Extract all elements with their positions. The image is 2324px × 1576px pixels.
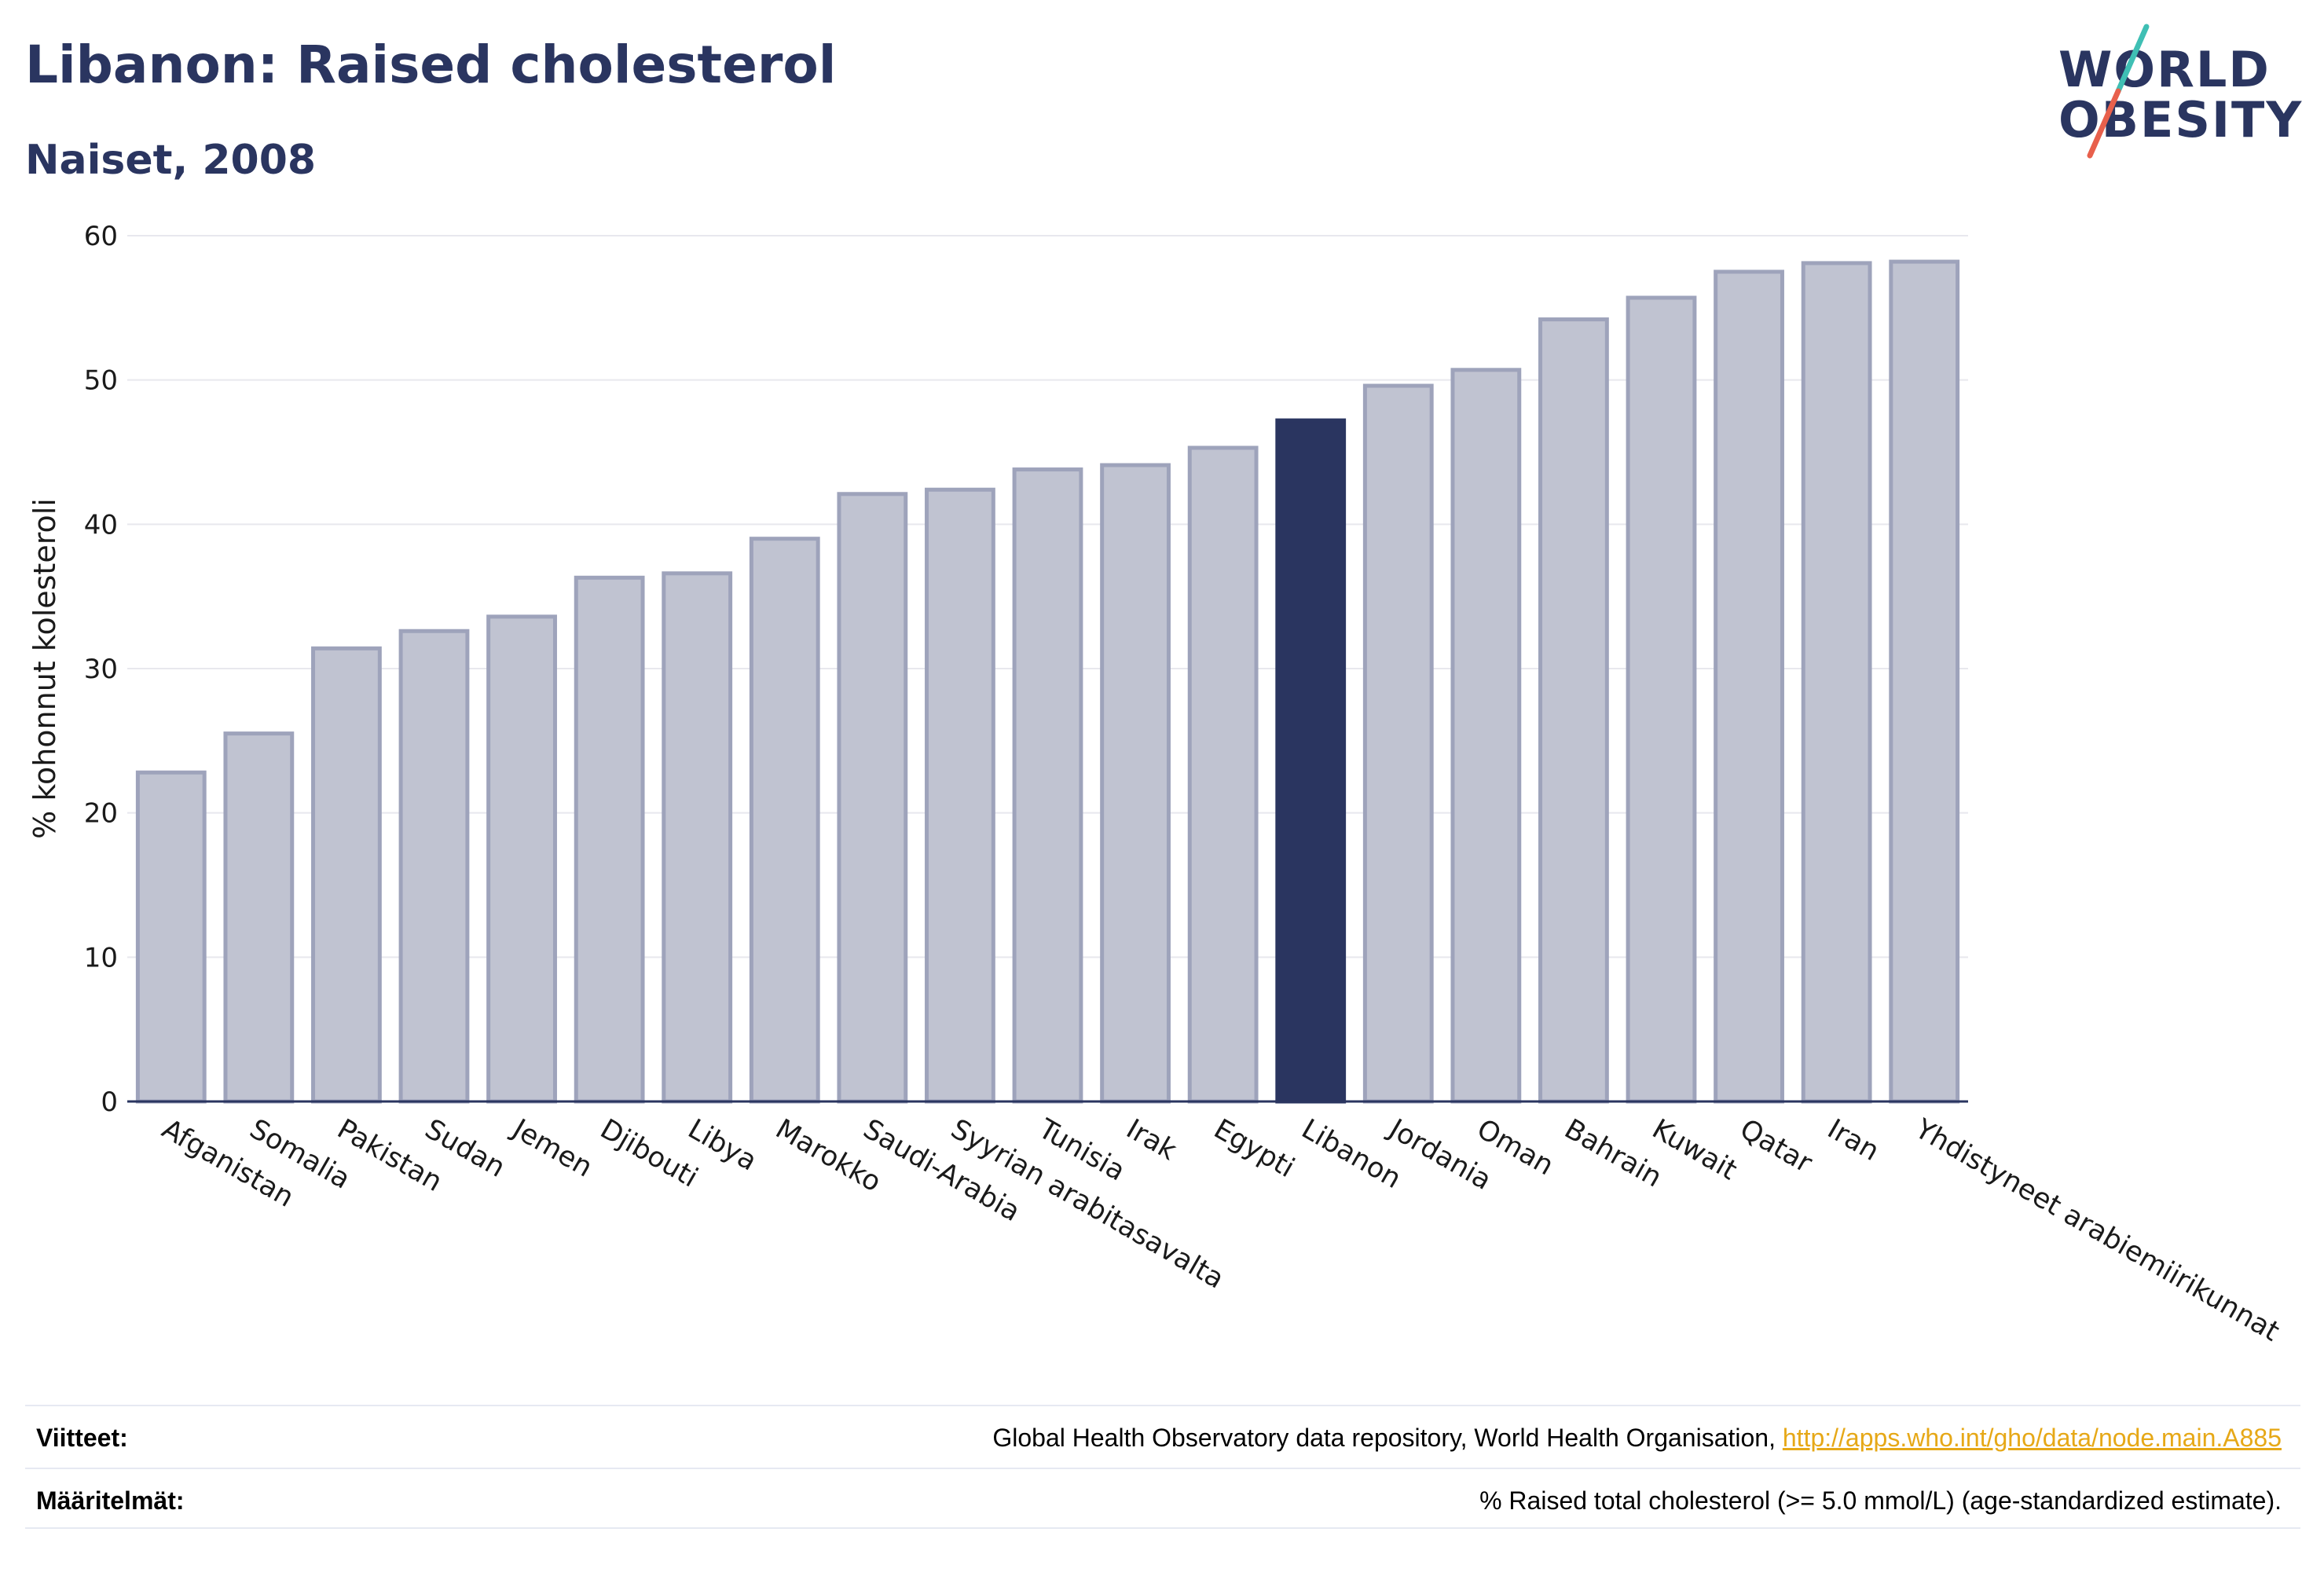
y-tick-label: 10: [84, 942, 118, 973]
y-tick-label: 30: [84, 654, 118, 685]
bar: [1626, 295, 1697, 1104]
bar: [749, 537, 820, 1104]
bar: [574, 575, 645, 1104]
x-tick-label: Iran: [1822, 1113, 1884, 1167]
y-axis-ticks: 0 10 20 30 40 50 60: [84, 221, 118, 1118]
y-tick-label: 20: [84, 798, 118, 830]
x-tick-label: Egypti: [1208, 1113, 1299, 1184]
definitions-text: % Raised total cholesterol (>= 5.0 mmol/…: [1479, 1486, 2282, 1515]
bar: [1538, 317, 1609, 1104]
bar: [1889, 259, 1960, 1104]
bar: [925, 487, 995, 1104]
bar: [1100, 463, 1171, 1104]
x-tick-label: Libanon: [1296, 1113, 1406, 1195]
bar: [311, 646, 382, 1104]
y-tick-label: 40: [84, 509, 118, 541]
x-tick-label: Yhdistyneet arabiemiirikunnat: [1909, 1113, 2285, 1348]
sources-row: Viitteet: Global Health Observatory data…: [25, 1405, 2300, 1466]
bar: [837, 492, 908, 1104]
sources-value: Global Health Observatory data repositor…: [992, 1424, 2282, 1453]
x-tick-label: Jordania: [1383, 1112, 1497, 1197]
x-tick-label: Jemen: [506, 1112, 598, 1183]
y-tick-label: 0: [101, 1087, 118, 1118]
sources-label: Viitteet:: [36, 1424, 128, 1452]
sources-text: Global Health Observatory data repositor…: [992, 1424, 1783, 1452]
definitions-label: Määritelmät:: [36, 1486, 185, 1515]
bar: [1187, 445, 1259, 1104]
page-subtitle: Naiset, 2008: [25, 137, 317, 184]
logo-slash-icon: [2087, 24, 2150, 159]
page-title: Libanon: Raised cholesterol: [25, 35, 837, 95]
bar: [662, 571, 733, 1104]
bar: [135, 770, 207, 1104]
bar: [223, 731, 295, 1104]
world-obesity-logo: WORLD OBESITY: [2043, 19, 2310, 176]
y-axis-label: % kohonnut kolesteroli: [27, 498, 62, 839]
definitions-row: Määritelmät: % Raised total cholesterol …: [25, 1468, 2300, 1529]
x-tick-label: Djibouti: [595, 1113, 702, 1193]
bar: [398, 629, 470, 1104]
y-tick-label: 50: [84, 365, 118, 397]
bar: [1801, 261, 1872, 1104]
x-tick-label: Bahrain: [1559, 1113, 1666, 1193]
sources-link[interactable]: http://apps.who.int/gho/data/node.main.A…: [1782, 1424, 2282, 1452]
bar: [1362, 383, 1434, 1104]
bars: [135, 259, 1960, 1104]
logo-line-1: WORLD: [2058, 41, 2271, 98]
x-tick-label: Irak: [1121, 1113, 1182, 1167]
x-axis-labels: AfganistanSomaliaPakistanSudanJemenDjibo…: [156, 1112, 2284, 1347]
y-tick-label: 60: [84, 221, 118, 252]
bar: [1275, 418, 1347, 1104]
bar: [486, 614, 557, 1104]
bar-chart: 0 10 20 30 40 50 60 AfganistanSomaliaPakistanS…: [27, 221, 2285, 1348]
bar: [1012, 467, 1083, 1104]
bar: [1714, 269, 1784, 1104]
bar: [1450, 368, 1522, 1104]
x-tick-label: Qatar: [1735, 1113, 1818, 1179]
